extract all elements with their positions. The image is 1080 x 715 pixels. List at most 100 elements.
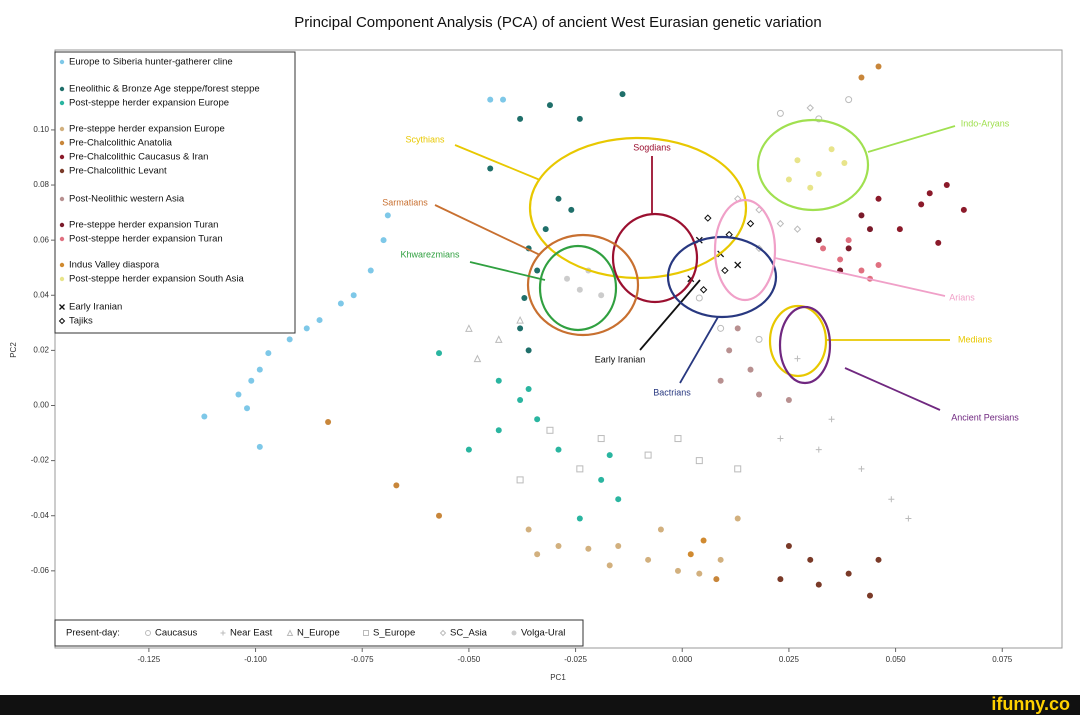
point (516, 315, 524, 324)
point (465, 446, 472, 453)
y-tick-label: 0.02 (33, 345, 49, 354)
point (815, 237, 822, 244)
legend-label: S_Europe (373, 628, 415, 639)
point (367, 267, 374, 274)
legend-marker (59, 168, 65, 174)
y-tick-label: 0.06 (33, 235, 49, 244)
point (756, 391, 763, 398)
watermark: ifunny.co (991, 694, 1070, 714)
legend-label: Pre-steppe herder expansion Turan (69, 220, 218, 231)
annotation-line (844, 367, 941, 411)
point (248, 377, 255, 384)
legend-marker (59, 236, 65, 242)
point (734, 465, 742, 473)
point (845, 245, 852, 252)
point (960, 206, 967, 213)
legend-marker (59, 86, 65, 92)
point (495, 427, 502, 434)
plot-frame (54, 49, 1063, 649)
point (576, 465, 584, 473)
point (815, 171, 822, 178)
legend-label: Indus Valley diaspora (69, 260, 160, 271)
y-axis-label: PC2 (9, 342, 18, 358)
point (576, 286, 583, 293)
point (555, 543, 562, 550)
legend-label: Eneolithic & Bronze Age steppe/forest st… (69, 84, 260, 95)
point (858, 465, 865, 472)
annotation-line (434, 204, 541, 256)
point (717, 324, 725, 332)
annotation-label: Ancient Persians (951, 412, 1019, 422)
annotation-ellipse (526, 233, 640, 337)
point (525, 385, 532, 392)
annotation-label: Bactrians (653, 387, 691, 397)
annotation-ellipse (528, 136, 748, 280)
annotation-label: Medians (958, 334, 993, 344)
point (785, 396, 792, 403)
point (555, 195, 562, 202)
point (645, 556, 652, 563)
x-tick-label: 0.050 (886, 655, 907, 664)
point (517, 325, 524, 332)
present-day-legend-box (54, 619, 584, 647)
y-tick-label: -0.04 (31, 511, 50, 520)
legend-marker (511, 630, 517, 636)
legend-label: Early Iranian (69, 302, 122, 313)
legend-marker (439, 629, 447, 637)
legend-marker (363, 630, 369, 636)
point (393, 482, 400, 489)
point (794, 355, 801, 362)
annotation-label: Scythians (405, 134, 445, 144)
point (615, 543, 622, 550)
point (845, 96, 853, 104)
point (606, 452, 613, 459)
point (256, 366, 263, 373)
point (494, 335, 503, 343)
point (487, 96, 494, 103)
point (845, 570, 852, 577)
legend-marker (59, 196, 65, 202)
point (726, 347, 733, 354)
point (597, 435, 605, 443)
point (828, 146, 835, 153)
point (696, 570, 703, 577)
legend-marker (286, 629, 294, 636)
point (875, 261, 882, 268)
x-tick-label: -0.125 (138, 655, 161, 664)
x-tick-label: -0.050 (458, 655, 481, 664)
point (717, 377, 724, 384)
point (875, 556, 882, 563)
point (806, 104, 814, 112)
point (785, 543, 792, 550)
point (713, 576, 720, 583)
point (820, 245, 827, 252)
legend-label: SC_Asia (450, 628, 488, 639)
x-tick-label: -0.100 (244, 655, 267, 664)
y-tick-label: 0.08 (33, 180, 49, 189)
point (525, 347, 532, 354)
legend-marker (59, 304, 65, 310)
point (926, 190, 933, 197)
x-tick-label: 0.075 (992, 655, 1013, 664)
point (534, 551, 541, 558)
y-tick-label: 0.00 (33, 401, 49, 410)
point (777, 435, 784, 442)
point (380, 237, 387, 244)
chart-title: Principal Component Analysis (PCA) of an… (294, 14, 821, 31)
annotation-label: Sogdians (633, 142, 671, 152)
point (807, 184, 814, 191)
point (837, 256, 844, 263)
annotation-ellipse (666, 235, 778, 319)
point (555, 446, 562, 453)
legend-marker (59, 262, 65, 268)
points (201, 63, 967, 599)
legend-label: Pre-steppe herder expansion Europe (69, 124, 225, 135)
point (700, 537, 707, 544)
point (465, 324, 473, 332)
point (500, 96, 507, 103)
point (657, 526, 664, 533)
point (244, 405, 251, 412)
point (704, 214, 712, 222)
annotation-line (867, 125, 956, 153)
point (695, 294, 703, 302)
